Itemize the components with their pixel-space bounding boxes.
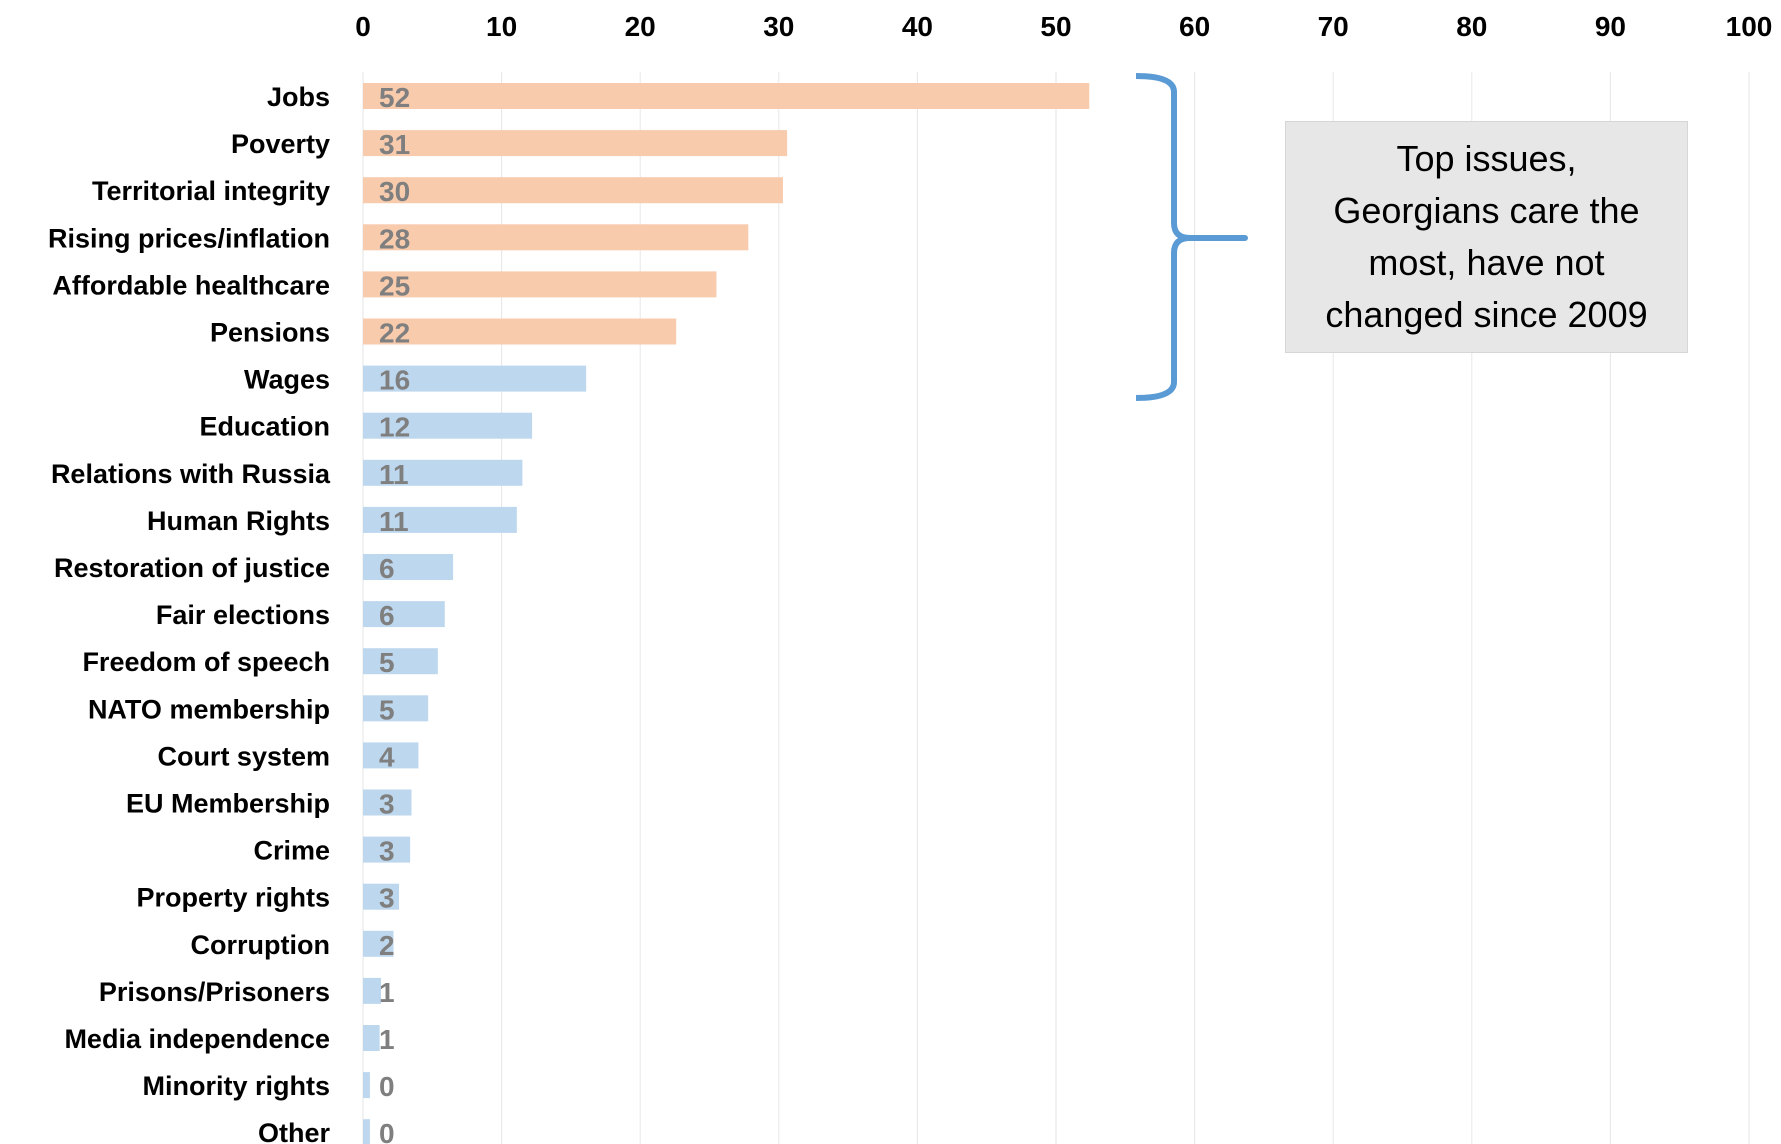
x-tick-label: 0	[355, 11, 371, 42]
category-label: Poverty	[231, 129, 330, 159]
bar	[363, 601, 445, 628]
data-label: 5	[379, 647, 395, 678]
data-label: 25	[379, 270, 410, 301]
x-tick-label: 40	[902, 11, 933, 42]
data-label: 6	[379, 553, 395, 584]
data-label: 11	[379, 459, 409, 490]
category-label: Minority rights	[143, 1071, 331, 1101]
category-label: Human Rights	[147, 506, 330, 536]
bar	[363, 695, 429, 722]
bar	[363, 224, 749, 251]
category-label: Wages	[244, 365, 330, 395]
category-label: Relations with Russia	[51, 459, 331, 489]
callout-text: Top issues, Georgians care the most, hav…	[1325, 138, 1648, 335]
bar	[363, 365, 587, 392]
bar	[363, 1025, 380, 1051]
bar	[363, 271, 717, 298]
bar	[363, 177, 783, 204]
category-label: Corruption	[191, 930, 330, 960]
category-label: Territorial integrity	[92, 176, 330, 206]
bar	[363, 459, 523, 486]
data-label: 6	[379, 600, 395, 631]
bars	[363, 83, 1090, 1144]
bar	[363, 554, 454, 580]
gridlines	[362, 72, 1750, 1144]
bar	[363, 130, 788, 157]
data-label: 11	[379, 506, 409, 537]
data-label: 1	[379, 1024, 395, 1055]
category-label: Media independence	[64, 1024, 330, 1054]
category-label: Rising prices/inflation	[48, 223, 330, 253]
bar	[363, 883, 400, 910]
x-tick-label: 70	[1318, 11, 1349, 42]
bar	[363, 930, 394, 957]
category-label: Court system	[157, 741, 330, 771]
bar	[363, 1119, 370, 1144]
category-label: NATO membership	[88, 694, 330, 724]
category-label: Property rights	[136, 883, 330, 913]
bar	[363, 789, 412, 816]
bar	[363, 412, 533, 439]
data-label: 28	[379, 223, 410, 254]
data-label: 30	[379, 176, 410, 207]
category-label: EU Membership	[126, 789, 330, 819]
data-label: 3	[379, 789, 395, 820]
category-label: Jobs	[267, 82, 330, 112]
x-tick-label: 10	[486, 11, 517, 42]
x-tick-label: 100	[1726, 11, 1773, 42]
data-label: 1	[379, 977, 395, 1008]
x-tick-label: 80	[1456, 11, 1487, 42]
data-label: 16	[379, 365, 410, 396]
bar	[363, 742, 419, 769]
category-label: Pensions	[210, 318, 330, 348]
category-label: Crime	[253, 836, 330, 866]
category-label: Restoration of justice	[54, 553, 330, 583]
bracket-brace	[1135, 73, 1248, 401]
category-labels: Jobs Poverty Territorial integrity Rising p…	[48, 82, 331, 1144]
data-label: 4	[379, 741, 395, 772]
data-label: 0	[379, 1118, 395, 1144]
category-label: Fair elections	[156, 600, 330, 630]
data-label: 12	[379, 412, 410, 443]
category-label: Prisons/Prisoners	[99, 977, 330, 1007]
data-label: 22	[379, 318, 410, 349]
x-tick-label: 90	[1595, 11, 1626, 42]
data-label: 0	[379, 1071, 395, 1102]
category-label: Freedom of speech	[82, 647, 330, 677]
callout-box: Top issues, Georgians care the most, hav…	[1285, 121, 1688, 353]
x-tick-label: 60	[1179, 11, 1210, 42]
bar	[363, 836, 411, 863]
bar	[363, 506, 517, 533]
bar	[363, 318, 677, 345]
bar	[363, 83, 1090, 109]
x-tick-label: 30	[763, 11, 794, 42]
x-axis-ticks: 0 10 20 30 40 50 60 70 80 90 100	[355, 11, 1772, 42]
data-label: 2	[379, 930, 395, 961]
bar	[363, 977, 382, 1004]
category-label: Education	[199, 412, 330, 442]
data-label: 3	[379, 836, 395, 867]
bar	[363, 648, 438, 675]
category-label: Affordable healthcare	[52, 270, 330, 300]
bar	[363, 1072, 370, 1099]
data-label: 5	[379, 694, 395, 725]
data-label: 31	[379, 129, 410, 160]
data-label: 52	[379, 82, 410, 113]
data-label: 3	[379, 883, 395, 914]
x-tick-label: 20	[625, 11, 656, 42]
category-label: Other	[258, 1118, 331, 1144]
x-tick-label: 50	[1040, 11, 1071, 42]
